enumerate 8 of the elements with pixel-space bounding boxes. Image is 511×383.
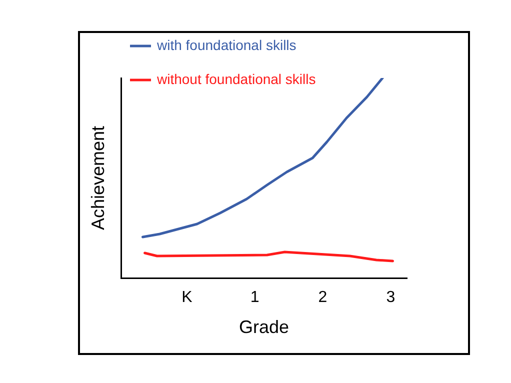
legend-label: with foundational skills: [156, 36, 296, 53]
x-tick-label: 1: [250, 289, 260, 306]
x-axis-title: Grade: [238, 317, 290, 338]
y-axis-title: Achievement: [88, 126, 108, 230]
x-tick-label: K: [182, 289, 193, 306]
legend-label: without foundational skills: [156, 70, 316, 87]
x-tick-label: 3: [386, 289, 396, 306]
x-tick-label: 2: [318, 289, 328, 306]
